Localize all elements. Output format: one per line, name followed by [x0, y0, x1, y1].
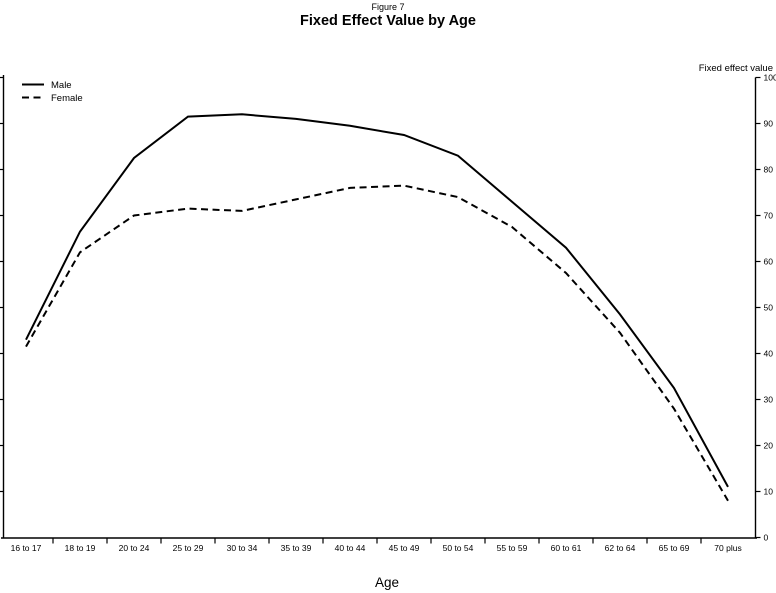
x-category-label: 50 to 54 [443, 543, 474, 553]
y-tick-label: 20 [764, 441, 774, 451]
x-category-label: 40 to 44 [335, 543, 366, 553]
x-category-label: 18 to 19 [65, 543, 96, 553]
legend-male-label: Male [51, 80, 72, 91]
x-category-label: 45 to 49 [389, 543, 420, 553]
x-category-label: 65 to 69 [659, 543, 690, 553]
y-axis-title: Fixed effect value [699, 63, 773, 74]
legend: Male Female [22, 80, 83, 104]
y-tick-label: 80 [764, 165, 774, 175]
x-category-label: 62 to 64 [605, 543, 636, 553]
female-line [25, 184, 729, 502]
y-tick-label: 10 [764, 487, 774, 497]
x-category-label: 25 to 29 [173, 543, 204, 553]
series-lines [25, 113, 729, 502]
y-tick-label: 40 [764, 349, 774, 359]
x-category-label: 60 to 61 [551, 543, 582, 553]
x-axis-title: Age [375, 575, 399, 590]
x-category-label: 20 to 24 [119, 543, 150, 553]
x-category-label: 55 to 59 [497, 543, 528, 553]
y-tick-label: 30 [764, 395, 774, 405]
y-tick-label: 100 [764, 73, 776, 83]
x-category-label: 30 to 34 [227, 543, 258, 553]
legend-female-label: Female [51, 93, 83, 104]
y-tick-label: 60 [764, 257, 774, 267]
y-tick-label: 0 [764, 533, 769, 543]
figure-number: Figure 7 [371, 2, 404, 12]
x-category-label: 35 to 39 [281, 543, 312, 553]
x-category-label: 16 to 17 [11, 543, 42, 553]
y-tick-label: 50 [764, 303, 774, 313]
y-tick-label: 70 [764, 211, 774, 221]
x-category-label: 70 plus [714, 543, 741, 553]
page-title: Fixed Effect Value by Age [300, 13, 476, 29]
axes-layer: 0 10 20 30 40 50 60 70 80 90 100 16 to 17 18 to 19 20… [0, 73, 776, 553]
y-tick-label: 90 [764, 119, 774, 129]
male-line [25, 113, 729, 488]
